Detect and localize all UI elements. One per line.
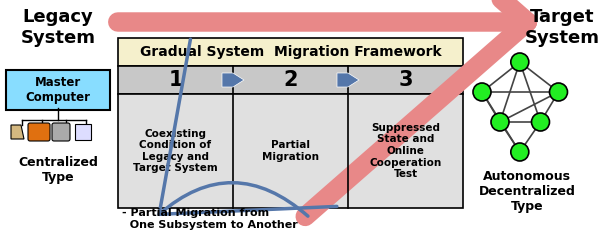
Text: 2: 2 <box>283 70 298 90</box>
FancyBboxPatch shape <box>6 70 110 110</box>
Circle shape <box>511 53 529 71</box>
Bar <box>118 94 463 208</box>
Text: Autonomous
Decentralized
Type: Autonomous Decentralized Type <box>479 170 575 213</box>
Circle shape <box>491 113 509 131</box>
Polygon shape <box>337 73 359 87</box>
Circle shape <box>532 113 550 131</box>
Polygon shape <box>222 73 244 87</box>
Circle shape <box>511 143 529 161</box>
Text: Target
System: Target System <box>524 8 599 47</box>
Text: Suppressed
State and
Online
Cooperation
Test: Suppressed State and Online Cooperation … <box>370 123 442 179</box>
FancyBboxPatch shape <box>75 124 91 140</box>
Text: Coexisting
Condition of
Legacy and
Target System: Coexisting Condition of Legacy and Targe… <box>133 128 218 174</box>
Text: 1: 1 <box>168 70 183 90</box>
Text: 3: 3 <box>398 70 413 90</box>
Circle shape <box>550 83 568 101</box>
Circle shape <box>473 83 491 101</box>
Text: Centralized
Type: Centralized Type <box>18 156 98 184</box>
Text: - Partial Migration from
  One Subsystem to Another: - Partial Migration from One Subsystem t… <box>122 208 298 230</box>
Bar <box>118 66 463 94</box>
Polygon shape <box>11 125 24 139</box>
Text: Master
Computer: Master Computer <box>25 76 91 104</box>
Bar <box>118 38 463 66</box>
FancyBboxPatch shape <box>28 123 50 141</box>
FancyBboxPatch shape <box>52 123 70 141</box>
Text: Legacy
System: Legacy System <box>20 8 95 47</box>
Text: Gradual System  Migration Framework: Gradual System Migration Framework <box>140 45 442 59</box>
Text: Partial
Migration: Partial Migration <box>262 140 319 162</box>
